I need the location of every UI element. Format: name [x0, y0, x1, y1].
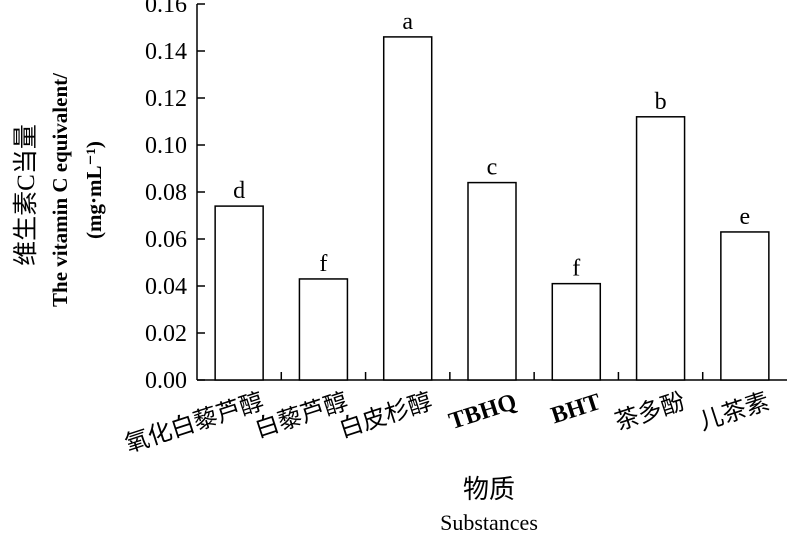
significance-label: f: [319, 251, 327, 277]
y-tick-label: 0.04: [145, 274, 187, 300]
y-tick-label: 0.16: [145, 0, 187, 18]
category-label: 白藜芦醇: [252, 388, 352, 443]
y-axis-label-cn: 维生素C当量: [12, 124, 40, 266]
bars: [214, 36, 770, 381]
y-axis-title: 维生素C当量 The vitamin C equivalent/ (mg·mL⁻…: [12, 72, 106, 307]
category-label: 儿茶素: [696, 388, 773, 436]
bar: [551, 282, 602, 381]
significance-label: b: [655, 89, 667, 115]
significance-label: d: [233, 178, 245, 204]
category-label: 白皮杉醇: [336, 388, 436, 443]
significance-label: c: [487, 155, 498, 181]
y-tick-label: 0.08: [145, 180, 187, 206]
bar: [720, 231, 770, 381]
x-axis-label-en: Substances: [440, 510, 538, 535]
bar: [214, 205, 264, 381]
category-label: TBHQ: [446, 389, 520, 435]
category-label: 茶多酚: [612, 388, 689, 436]
x-axis-title: 物质 Substances: [440, 475, 538, 535]
y-tick-label: 0.02: [145, 321, 187, 347]
y-tick-label: 0.10: [145, 133, 187, 159]
y-tick-label: 0.00: [145, 368, 187, 394]
significance-label: a: [402, 9, 413, 35]
y-axis-label-unit: (mg·mL⁻¹): [82, 141, 106, 239]
bar: [382, 36, 433, 381]
bar: [635, 116, 686, 381]
y-ticks: 0.00 0.02 0.04 0.06 0.08 0.10 0.12 0.14 0.16: [145, 0, 205, 394]
category-label: 氧化白藜芦醇: [122, 388, 267, 458]
x-axis-label-cn: 物质: [463, 475, 515, 504]
y-axis-label-en: The vitamin C equivalent/: [48, 72, 72, 307]
y-tick-label: 0.12: [145, 86, 187, 112]
significance-labels: d f a c f b e: [233, 9, 750, 282]
y-tick-label: 0.14: [145, 39, 187, 65]
bar: [467, 181, 517, 381]
y-tick-label: 0.06: [145, 227, 187, 253]
significance-label: f: [572, 256, 580, 282]
x-ticks: [280, 372, 704, 380]
bar: [298, 278, 349, 381]
significance-label: e: [740, 204, 751, 230]
category-label: BHT: [548, 389, 604, 429]
